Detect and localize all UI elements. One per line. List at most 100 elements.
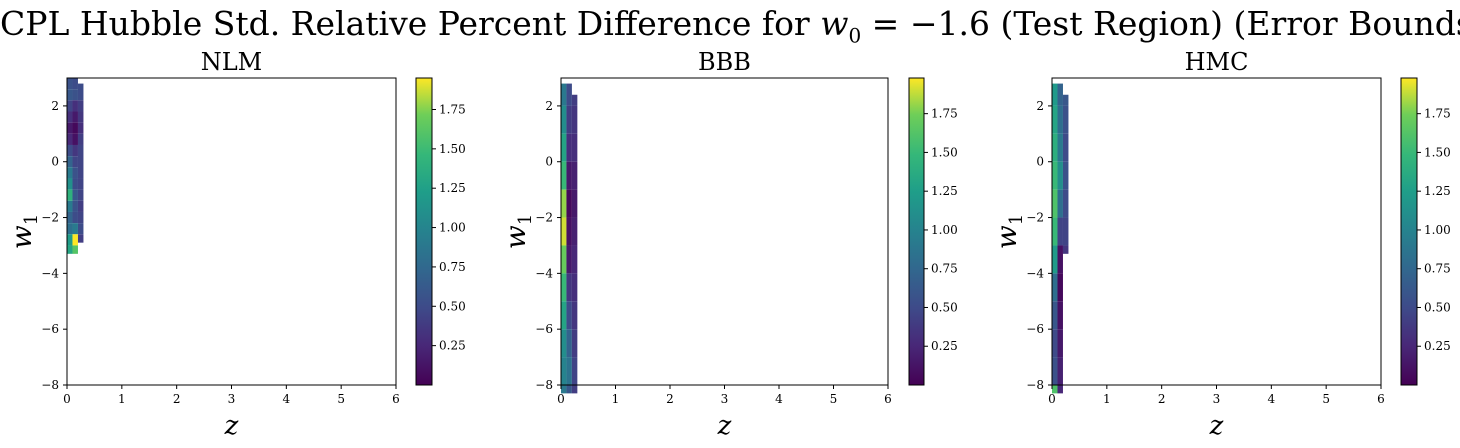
- heatmap-cell: [1052, 133, 1058, 162]
- figure-title: CPL Hubble Std. Relative Percent Differe…: [0, 4, 1460, 48]
- y-axis-label: w1: [499, 214, 536, 249]
- colorbar-tick-label: 1.75: [1424, 107, 1451, 121]
- y-tick-label: −6: [535, 322, 553, 336]
- heatmap-cell: [1052, 245, 1058, 274]
- x-tick-label: 5: [1322, 392, 1330, 406]
- y-tick-label: −8: [1026, 378, 1044, 392]
- heatmap-cell: [561, 385, 567, 394]
- heatmap-cell: [566, 83, 572, 106]
- heatmap-cell: [561, 161, 567, 190]
- heatmap-cell: [571, 357, 578, 385]
- heatmap-cell: [1057, 217, 1063, 246]
- heatmap-cell: [67, 234, 73, 246]
- colorbar-tick-label: 1.25: [1424, 184, 1451, 198]
- heatmap-cell: [1057, 105, 1063, 134]
- heatmap-cell: [571, 189, 578, 218]
- heatmap-cell: [1057, 357, 1063, 385]
- heatmap-cell: [67, 89, 73, 101]
- x-tick-label: 2: [1158, 392, 1166, 406]
- heatmap-cell: [571, 385, 578, 394]
- title-math-w: w0: [820, 4, 862, 48]
- heatmap-cell: [561, 245, 567, 274]
- heatmap-cell: [566, 245, 572, 274]
- heatmap-cell: [561, 301, 567, 330]
- heatmap-cell: [72, 100, 78, 112]
- y-tick-label: −4: [535, 266, 553, 280]
- y-tick-label: −4: [1026, 266, 1044, 280]
- y-tick-label: −8: [535, 378, 553, 392]
- heatmap-cell: [67, 178, 73, 190]
- heatmap-cell: [566, 189, 572, 218]
- colorbar-tick-label: 1.50: [1424, 145, 1451, 159]
- heatmap-cell: [67, 100, 73, 112]
- heatmap-cell: [1057, 301, 1063, 330]
- heatmap-cell: [72, 189, 78, 201]
- heatmap-cell: [571, 105, 578, 134]
- heatmap-cell: [77, 111, 84, 123]
- heatmap-cell: [72, 200, 78, 212]
- y-axis-label: w1: [990, 214, 1027, 249]
- heatmap-cell: [1052, 105, 1058, 134]
- heatmap-cell: [566, 133, 572, 162]
- x-tick-label: 1: [118, 392, 126, 406]
- heatmap-cell: [77, 83, 84, 101]
- x-tick-label: 6: [884, 392, 892, 406]
- heatmap-cell: [1057, 189, 1063, 218]
- heatmap-cell: [1062, 245, 1069, 254]
- colorbar-tick-label: 1.25: [439, 181, 466, 195]
- y-tick-label: 2: [1036, 99, 1044, 113]
- y-tick-label: 2: [545, 99, 553, 113]
- colorbar-tick-label: 0.50: [1424, 300, 1451, 314]
- colorbar-tick-label: 1.50: [931, 145, 958, 159]
- heatmap-cell: [1057, 133, 1063, 162]
- y-tick-label: −2: [1026, 211, 1044, 225]
- heatmap-cell: [571, 217, 578, 246]
- heatmap-cell: [72, 89, 78, 101]
- colorbar-tick-label: 0.75: [931, 262, 958, 276]
- heatmap-cell: [67, 133, 73, 145]
- x-axis-label: z: [224, 411, 239, 441]
- heatmap-cell: [566, 273, 572, 302]
- heatmap-cell: [72, 144, 78, 157]
- heatmap-cell: [67, 200, 73, 212]
- heatmap-cell: [1052, 83, 1058, 106]
- heatmap-cell: [1052, 385, 1058, 394]
- heatmap-cell: [77, 223, 84, 235]
- x-tick-label: 0: [557, 392, 565, 406]
- colorbar-tick-label: 1.00: [931, 223, 958, 237]
- subplot-hmc: 0 1 2 3 4 5 6 −8 −6 −4 −2 0 2 HMC z w1 0.25 0.50 0.75 1.00 1…: [990, 48, 1451, 441]
- heatmap-cell: [67, 167, 73, 179]
- heatmap-cell: [1062, 94, 1069, 106]
- subplot-title: BBB: [698, 48, 751, 76]
- heatmap-cell: [571, 329, 578, 358]
- heatmap-cell: [67, 78, 73, 90]
- heatmap-cell: [1057, 245, 1063, 274]
- heatmap-cell: [1057, 273, 1063, 302]
- heatmap-cell: [571, 301, 578, 330]
- colorbar-tick-label: 0.25: [931, 339, 958, 353]
- y-tick-label: 0: [1036, 155, 1044, 169]
- heatmap-cell: [1057, 83, 1063, 106]
- x-tick-label: 3: [228, 392, 236, 406]
- heatmap-cell: [72, 78, 78, 90]
- heatmap-cell: [1062, 161, 1069, 190]
- x-tick-label: 2: [173, 392, 181, 406]
- x-axis-label: z: [717, 411, 732, 441]
- subplot-bbb: 0 1 2 3 4 5 6 −8 −6 −4 −2 0 2 BBB z w1 0.25 0.50 0.75 1.00 1…: [499, 48, 958, 441]
- heatmap-cell: [561, 273, 567, 302]
- x-tick-label: 5: [337, 392, 345, 406]
- heatmap-cell: [1062, 217, 1069, 246]
- heatmap-cell: [561, 133, 567, 162]
- heatmap-cell: [67, 122, 73, 134]
- title-suffix: (Test Region) (Error Bounds): [989, 4, 1460, 43]
- heatmap-cell: [1062, 189, 1069, 218]
- colorbar-tick-label: 0.50: [439, 299, 466, 313]
- y-tick-label: −8: [41, 378, 59, 392]
- heatmap-cell: [77, 211, 84, 224]
- colorbar-tick-label: 1.75: [439, 102, 466, 116]
- heatmap-cell: [67, 211, 73, 224]
- x-tick-label: 0: [1048, 392, 1056, 406]
- heatmap-cell: [77, 144, 84, 179]
- heatmap-cell: [561, 83, 567, 106]
